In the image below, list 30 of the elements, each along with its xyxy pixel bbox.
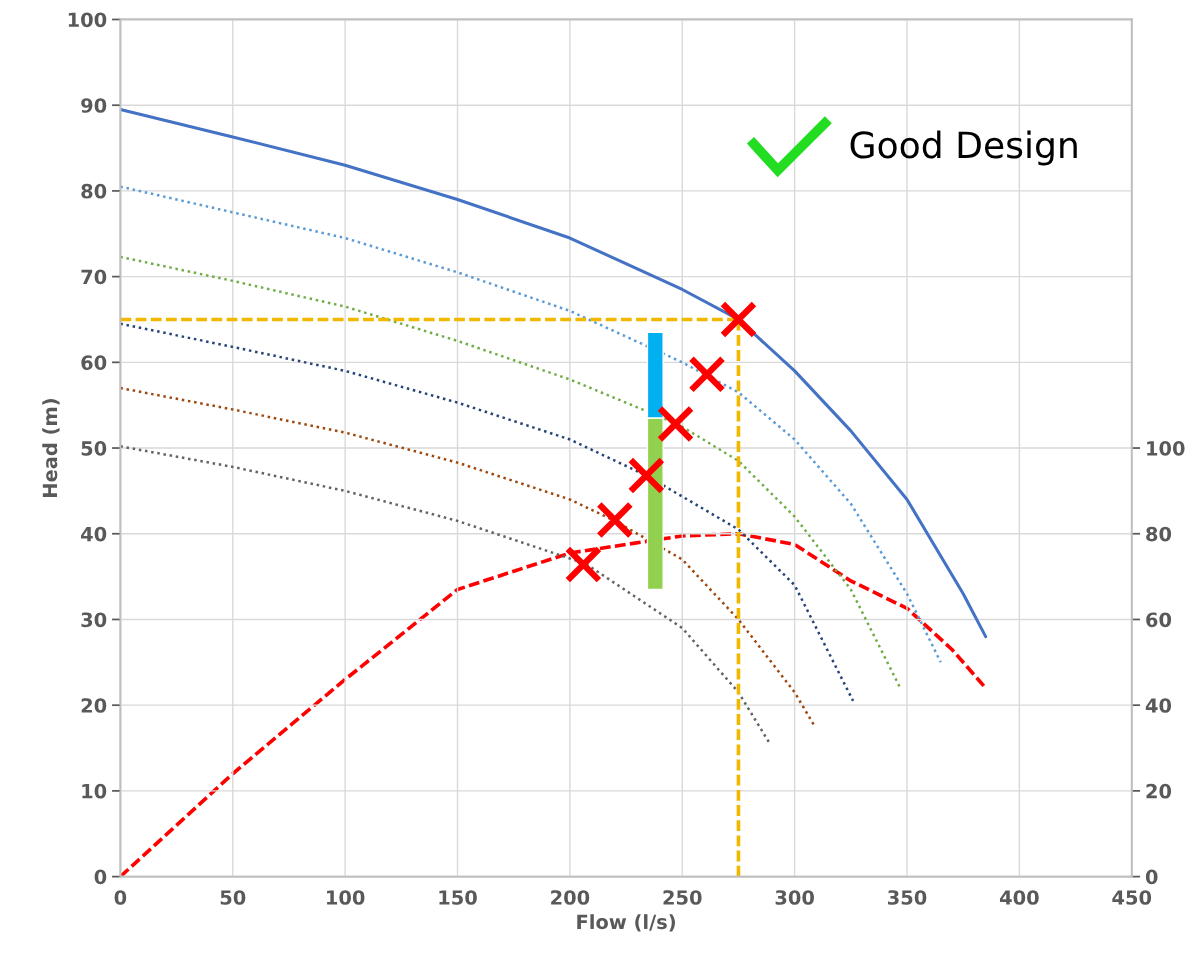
x-tick-label: 250 [663, 890, 702, 905]
y2-tick-label: 0 [1145, 869, 1158, 885]
x-tick-label: 400 [999, 890, 1039, 905]
y-tick-label: 50 [81, 441, 107, 456]
x-tick-label: 0 [114, 890, 127, 905]
y-tick-label: 20 [81, 698, 107, 713]
y-tick-label: 10 [82, 783, 107, 799]
y-tick-label: 70 [81, 269, 107, 285]
y-tick-label: 80 [81, 183, 107, 199]
x-axis-title: Flow (l/s) [577, 914, 675, 932]
y2-tick-label: 40 [1145, 698, 1172, 713]
y-tick-label: 90 [81, 98, 107, 113]
annotation: Good Design [850, 130, 1077, 166]
y-tick-label: 30 [81, 612, 107, 628]
y-tick-label: 60 [81, 355, 107, 370]
y2-tick-label: 20 [1146, 783, 1172, 799]
y2-tick-label: 100 [1147, 441, 1185, 456]
y-tick-label: 0 [94, 869, 107, 885]
x-tick-label: 200 [551, 890, 590, 905]
x-tick-label: 150 [439, 890, 477, 905]
y-axis-title: Head (m) [42, 399, 60, 497]
y2-tick-label: 60 [1146, 612, 1172, 628]
x-tick-label: 50 [220, 890, 246, 905]
y2-tick-label: 80 [1146, 526, 1172, 542]
x-tick-label: 100 [327, 890, 365, 905]
y-tick-label: 40 [81, 526, 107, 542]
x-tick-label: 300 [775, 890, 814, 905]
y-tick-label: 100 [68, 12, 107, 28]
x-tick-label: 450 [1112, 890, 1152, 905]
x-tick-label: 350 [888, 890, 927, 905]
